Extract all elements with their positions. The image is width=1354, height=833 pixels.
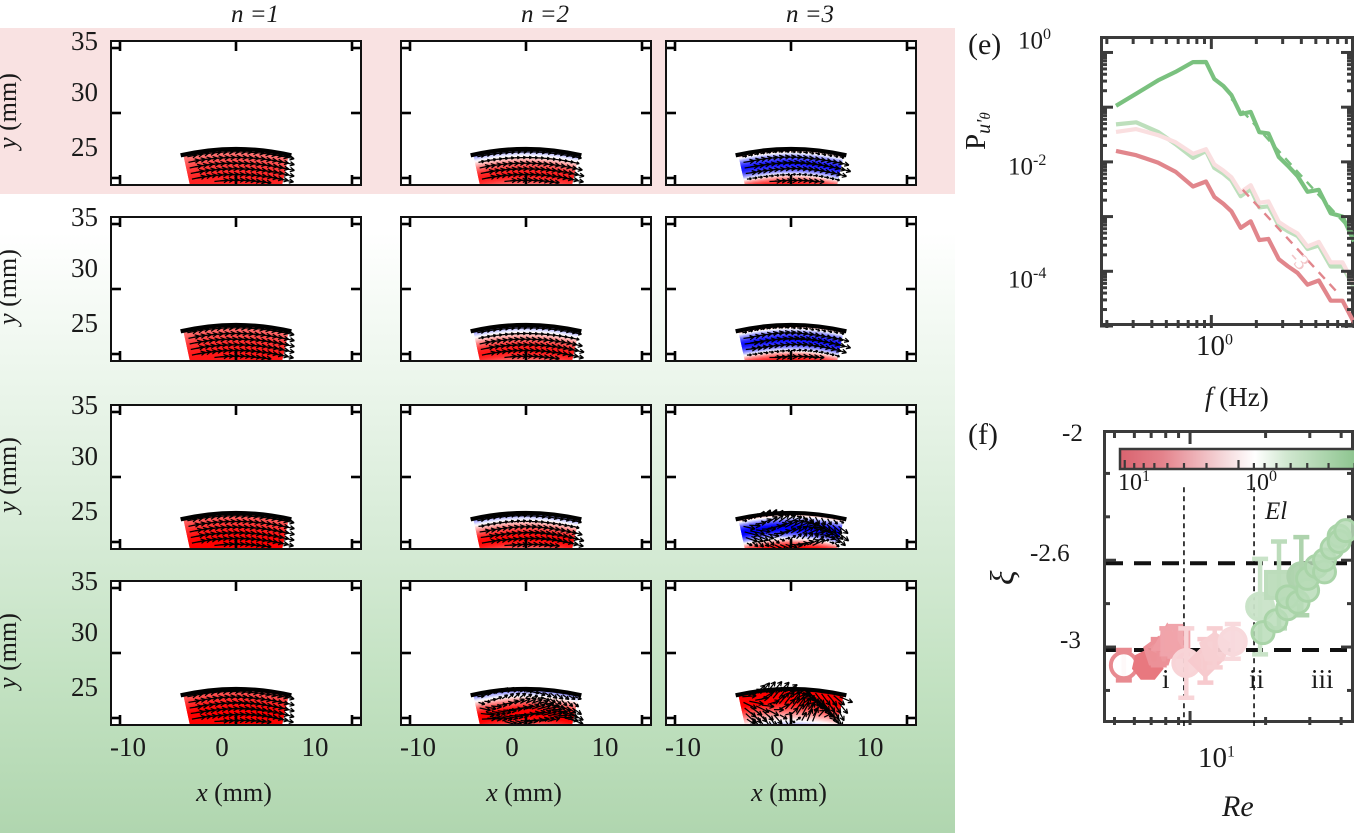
panel-f-xlabel: Re: [1222, 790, 1254, 823]
x-tick-c3-2: 10: [856, 732, 884, 762]
column-header-n2: n =2: [400, 2, 690, 28]
series-red-light: [1115, 127, 1354, 286]
regime-label-iii: iii: [1311, 664, 1334, 694]
panel-f-ytick-2: -3: [1060, 627, 1081, 654]
x-axis-label-c2: x (mm): [486, 778, 562, 807]
column-header-n3: n =3: [665, 2, 955, 28]
y-axis-label-row2: y (mm): [0, 249, 22, 325]
velocity-field: [112, 42, 360, 184]
y-tick-r1-30: 30: [71, 77, 98, 107]
data-point: [1333, 518, 1354, 544]
panel-f-ytick-1: -2.6: [1030, 540, 1070, 567]
y-axis-label-row1: y (mm): [0, 73, 22, 149]
velocity-panel-r3-n1: [110, 404, 362, 550]
panel-e-ytick-2: 10-4: [1008, 265, 1047, 294]
y-tick-r1-25: 25: [71, 132, 98, 162]
velocity-field: [112, 582, 360, 724]
velocity-panel-r3-n3: [665, 404, 917, 550]
panel-f-xtick-0: 101: [1198, 742, 1235, 774]
regime-label-ii: ii: [1249, 664, 1265, 694]
velocity-panel-r4-n3: [665, 580, 917, 726]
column-header-n2-label: n =2: [520, 1, 570, 28]
series-red-fit-dashed: [1241, 188, 1337, 292]
velocity-field: [402, 42, 650, 184]
velocity-field: [667, 42, 915, 184]
y-tick-r4-25: 25: [71, 672, 98, 702]
panel-f-cbtick-0: 101: [1118, 468, 1150, 496]
panel-f-cbtick-1: 100: [1245, 468, 1277, 496]
y-tick-r3-30: 30: [71, 441, 98, 471]
x-tick-c1-0: -10: [110, 732, 146, 762]
y-axis-label-row4: y (mm): [0, 613, 22, 689]
velocity-panel-r1-n3: [665, 40, 917, 186]
panel-f-ytick-0: -2: [1062, 420, 1083, 447]
x-tick-c1-1: 0: [215, 732, 229, 762]
velocity-panel-r4-n2: [400, 580, 652, 726]
panel-f-label: (f): [968, 418, 998, 451]
y-tick-r2-35: 35: [71, 202, 98, 232]
y-tick-r3-25: 25: [71, 496, 98, 526]
panel-e-xtick-0: 100: [1196, 330, 1233, 362]
velocity-field: [667, 406, 915, 548]
x-axis-label-c3: x (mm): [751, 778, 827, 807]
column-header-n1: n =1: [110, 2, 400, 28]
y-tick-r1-35: 35: [71, 26, 98, 56]
x-tick-c3-1: 0: [770, 732, 784, 762]
y-tick-r2-25: 25: [71, 308, 98, 338]
x-tick-c2-2: 10: [591, 732, 619, 762]
series-red-dark: [1115, 148, 1354, 324]
column-header-n1-label: n =1: [230, 1, 280, 28]
panel-e-label: (e): [968, 28, 1002, 61]
panel-f-ylabel: ξ: [985, 570, 1022, 585]
y-tick-r4-30: 30: [71, 617, 98, 647]
velocity-field: [402, 218, 650, 360]
panel-e-axes: -3: [1100, 36, 1354, 326]
series-green-dark: [1114, 59, 1354, 243]
regime-label-i: i: [1162, 664, 1170, 694]
y-tick-r4-35: 35: [71, 566, 98, 596]
velocity-panel-r2-n2: [400, 216, 652, 362]
x-axis-label-c1: x (mm): [196, 778, 272, 807]
velocity-field: [402, 406, 650, 548]
velocity-panel-r1-n1: [110, 40, 362, 186]
panel-f-ticks: [1103, 430, 1354, 725]
panel-e-ytick-1: 10-2: [1008, 152, 1047, 181]
velocity-field: [667, 218, 915, 360]
x-tick-c2-0: -10: [400, 732, 436, 762]
x-tick-c3-0: -10: [665, 732, 701, 762]
panel-f-axes: [1103, 430, 1354, 726]
velocity-panel-r2-n3: [665, 216, 917, 362]
column-header-n3-label: n =3: [785, 1, 835, 28]
velocity-field: [112, 406, 360, 548]
panel-f-plot: [1106, 447, 1354, 726]
panel-f-colorbar-label: El: [1265, 498, 1288, 525]
x-tick-c1-2: 10: [301, 732, 329, 762]
panel-e-ytick-0: 100: [1018, 26, 1051, 55]
velocity-field: [402, 582, 650, 724]
velocity-field: [667, 582, 915, 724]
data-point: [1108, 647, 1139, 683]
panel-e-plot: -3: [1114, 59, 1354, 324]
velocity-field: [112, 218, 360, 360]
velocity-panel-r3-n2: [400, 404, 652, 550]
panel-e-ticks: [1100, 36, 1354, 328]
x-tick-c2-1: 0: [505, 732, 519, 762]
velocity-panel-r1-n2: [400, 40, 652, 186]
y-tick-r3-35: 35: [71, 390, 98, 420]
velocity-panel-r2-n1: [110, 216, 362, 362]
velocity-panel-r4-n1: [110, 580, 362, 726]
panel-e-xlabel: f (Hz): [1205, 382, 1269, 412]
data-point: [1217, 621, 1248, 661]
y-tick-r2-30: 30: [71, 253, 98, 283]
y-axis-label-row3: y (mm): [0, 437, 22, 513]
panel-e-ylabel: Pu'θ: [960, 112, 995, 150]
